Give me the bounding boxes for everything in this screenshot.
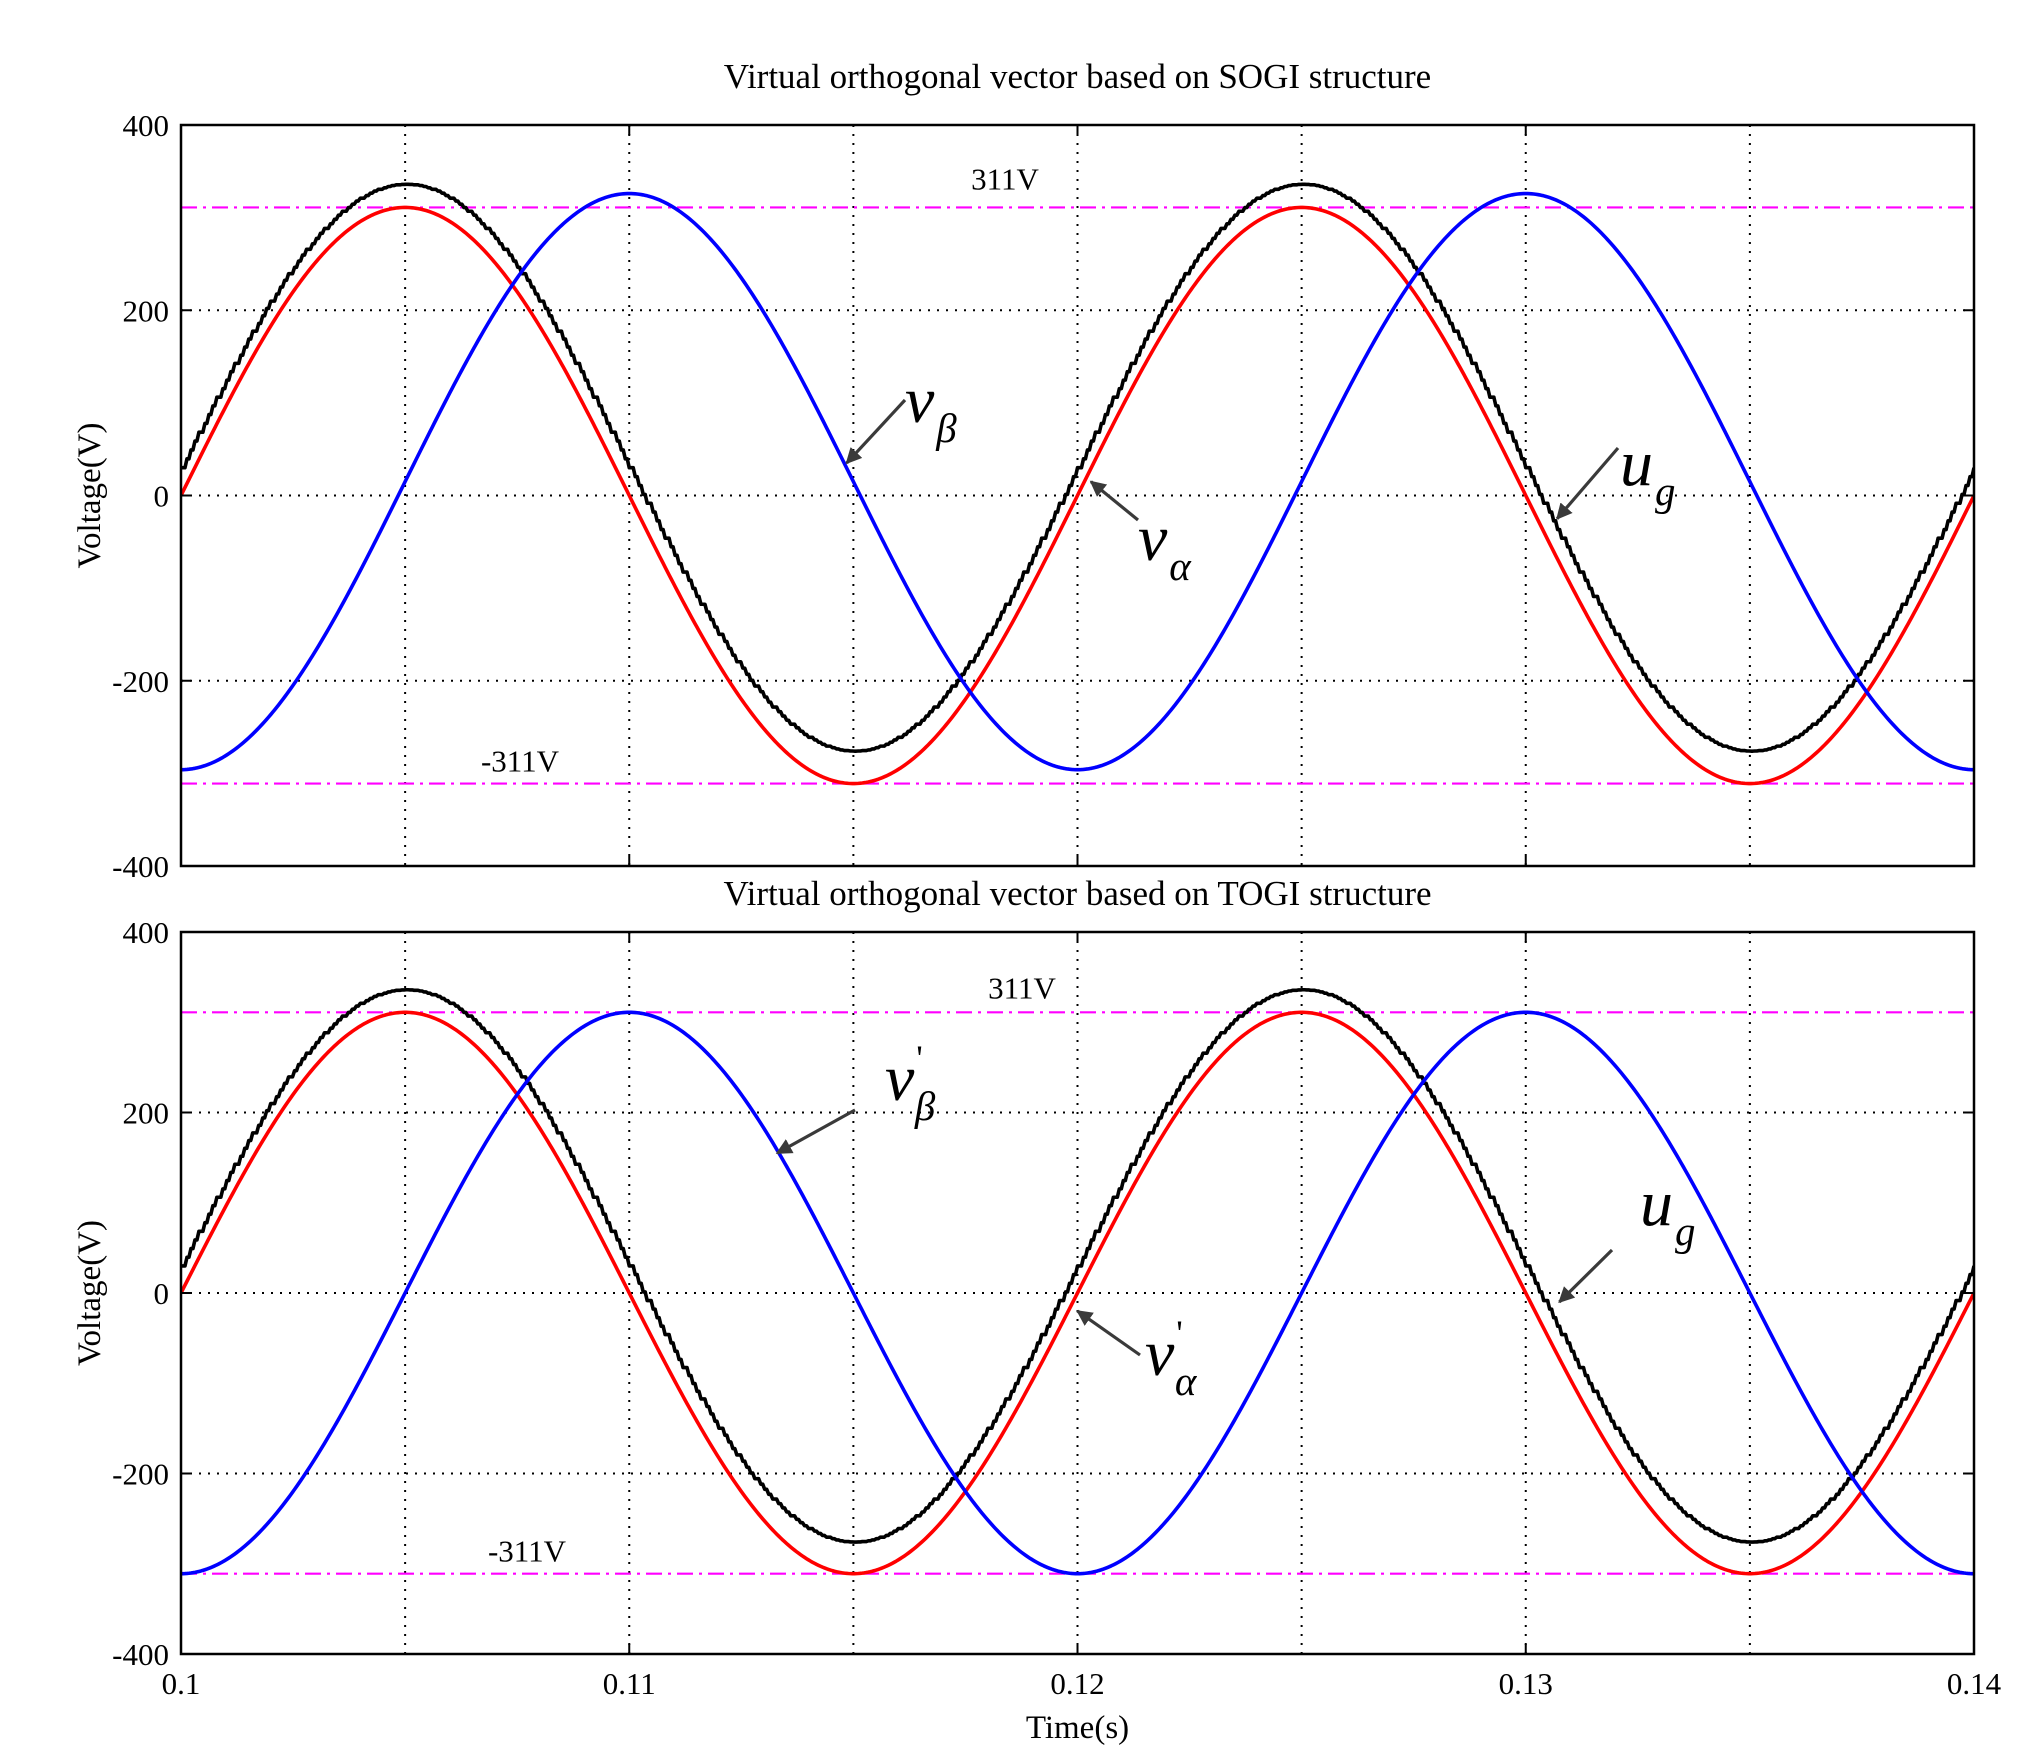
series-annotation: v' β [885,1038,936,1129]
sogi-panel: Virtual orthogonal vector based on SOGI … [72,57,1976,884]
series-line-v-alpha-prime [181,1010,1974,1576]
annotation-arrow [1076,1309,1141,1357]
annotation-arrow [775,1108,856,1155]
y-tick-label: -200 [112,664,169,699]
series-annotation: ug [1620,427,1675,514]
annotation-arrow [1089,480,1140,522]
annotation-arrow [845,398,907,465]
series-line-v-beta [181,191,1974,772]
series-line-v-alpha [181,205,1974,786]
y-tick-label: -200 [112,1457,169,1492]
x-tick-label: 0.14 [1947,1666,2002,1701]
y-tick-label: 200 [123,1096,170,1131]
series-annotation: vα [1138,502,1192,589]
reference-line-label: 311V [988,970,1056,1005]
y-tick-label: 0 [154,479,170,514]
x-tick-label: 0.12 [1050,1666,1104,1701]
y-tick-label: 400 [123,108,170,143]
x-tick-label: 0.13 [1499,1666,1553,1701]
reference-line-label: -311V [481,744,560,779]
togi-panel: Virtual orthogonal vector based on TOGI … [72,874,2002,1746]
x-tick-label: 0.11 [603,1666,656,1701]
chart-title: Virtual orthogonal vector based on TOGI … [723,874,1431,913]
y-axis-label: Voltage(V) [72,1220,108,1366]
x-tick-label: 0.1 [162,1666,201,1701]
reference-line-label: 311V [971,161,1039,196]
x-axis-label: Time(s) [1026,1710,1129,1746]
y-tick-label: 200 [123,293,170,328]
series-line-u-g [181,182,1974,753]
annotation-arrow [1555,446,1620,520]
series-annotation: ug [1640,1167,1695,1254]
y-axis-label: Voltage(V) [72,422,108,568]
y-tick-label: -400 [112,1637,169,1672]
series-line-v-beta-prime [181,1010,1974,1576]
chart-title: Virtual orthogonal vector based on SOGI … [724,57,1431,96]
series-group [181,987,1974,1576]
y-tick-label: 0 [154,1276,170,1311]
series-annotation: v' α [1145,1313,1198,1404]
series-group [181,182,1974,786]
series-line-u-g [181,987,1974,1544]
series-annotation: vβ [905,364,957,451]
reference-line-label: -311V [488,1534,567,1569]
y-tick-label: -400 [112,849,169,884]
annotation-arrow [1558,1248,1614,1304]
y-tick-label: 400 [123,915,170,950]
